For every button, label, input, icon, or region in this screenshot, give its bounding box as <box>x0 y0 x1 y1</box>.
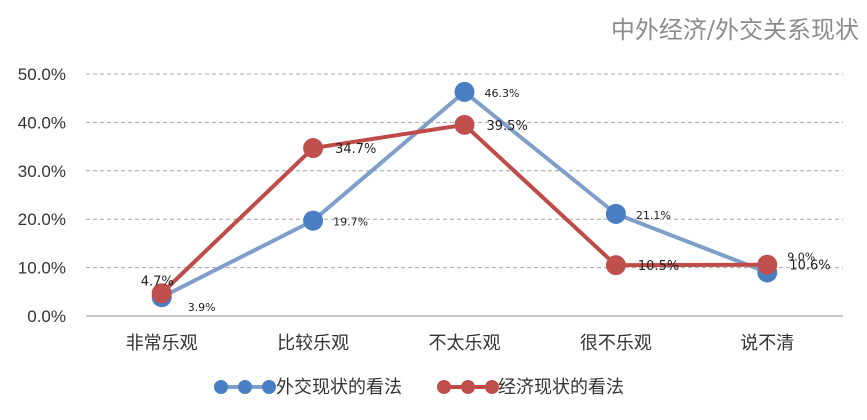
data-label: 19.7% <box>333 216 368 229</box>
x-tick-label: 比较乐观 <box>277 333 349 354</box>
data-label: 21.1% <box>636 209 671 222</box>
data-label: 4.7% <box>141 274 174 289</box>
data-label: 9.0% <box>787 250 815 263</box>
x-tick-label: 非常乐观 <box>126 333 198 354</box>
series-2-point <box>151 283 172 304</box>
chart-title: 中外经济/外交关系现状 <box>610 16 859 44</box>
data-label: 10.5% <box>638 259 679 274</box>
legend-label-1: 外交现状的看法 <box>276 377 402 398</box>
data-label: 10.6% <box>789 259 830 274</box>
y-tick-label: 40.0% <box>18 113 66 132</box>
x-tick-label: 很不乐观 <box>580 333 652 354</box>
y-tick-label: 30.0% <box>18 162 66 181</box>
legend-marker-1 <box>214 380 228 394</box>
data-label: 46.3% <box>485 87 520 100</box>
legend-marker-2 <box>461 380 475 394</box>
series-1-point <box>454 81 475 102</box>
legend-marker-2 <box>437 380 451 394</box>
data-label: 34.7% <box>335 142 376 157</box>
series-2-point <box>757 254 778 275</box>
series-1-point <box>605 203 626 224</box>
series-1-point <box>303 210 324 231</box>
x-tick-label: 不太乐观 <box>429 333 501 354</box>
y-tick-label: 20.0% <box>18 210 66 229</box>
series-2-point <box>454 114 475 135</box>
y-tick-label: 50.0% <box>18 65 66 84</box>
y-tick-label: 0.0% <box>27 307 66 326</box>
data-label: 39.5% <box>487 119 528 134</box>
legend-marker-1 <box>262 380 276 394</box>
y-tick-label: 10.0% <box>18 259 66 278</box>
legend-marker-2 <box>485 380 499 394</box>
series-2-point <box>303 138 324 159</box>
legend-label-2: 经济现状的看法 <box>498 377 624 398</box>
series-2-point <box>605 255 626 276</box>
x-tick-label: 说不清 <box>740 333 794 354</box>
data-label: 3.9% <box>188 301 216 314</box>
legend-marker-1 <box>238 380 252 394</box>
